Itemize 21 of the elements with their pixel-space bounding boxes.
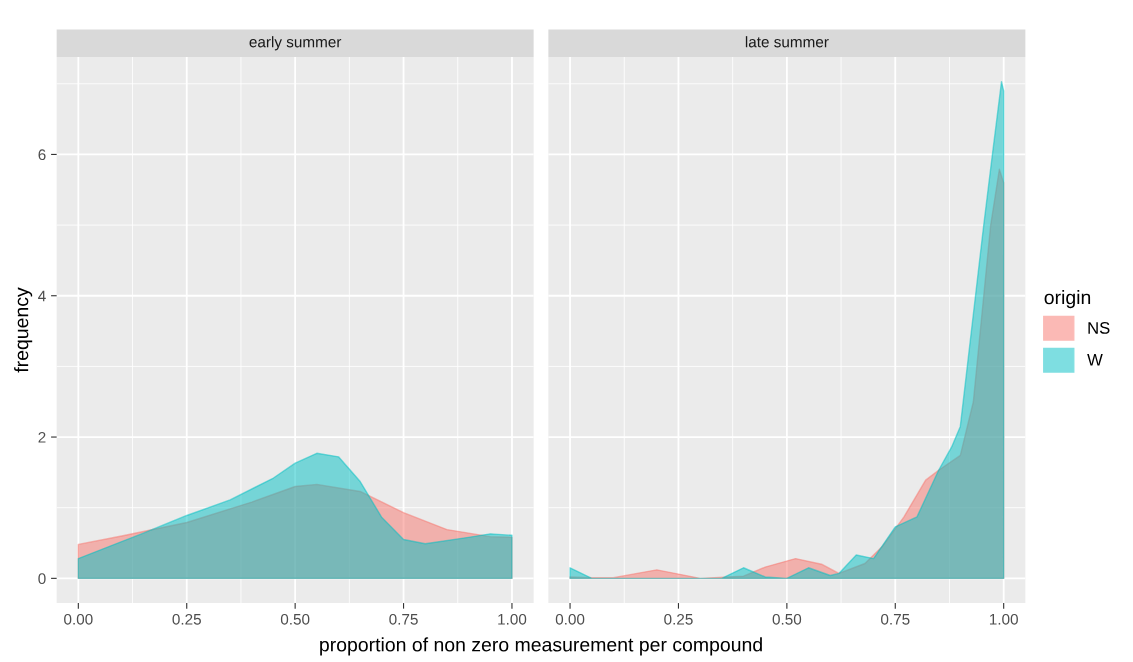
- y-tick-label: 0: [38, 573, 46, 585]
- x-tick-label: 0.25: [664, 613, 693, 625]
- legend-label: W: [1087, 354, 1103, 366]
- chart-title: late summer: [745, 36, 829, 48]
- y-tick-label: 2: [38, 431, 46, 443]
- x-tick-label: 0.75: [881, 613, 910, 625]
- x-tick-label: 0.00: [555, 613, 585, 625]
- x-tick-label: 0.25: [172, 613, 201, 625]
- legend-title: origin: [1044, 290, 1091, 309]
- y-axis-title: frequency: [14, 287, 33, 373]
- x-tick-label: 0.50: [280, 613, 310, 625]
- legend-label: NS: [1088, 322, 1110, 334]
- x-tick-label: 1.00: [989, 613, 1018, 625]
- y-tick-label: 4: [38, 290, 46, 302]
- x-tick-label: 0.75: [389, 613, 418, 625]
- chart-title: early summer: [249, 36, 342, 51]
- x-axis-title: proportion of non zero measurement per compound: [320, 637, 762, 656]
- x-tick-label: 1.00: [498, 613, 527, 625]
- y-tick-label: 6: [38, 149, 46, 161]
- x-tick-label: 0.50: [772, 613, 802, 625]
- x-tick-label: 0.00: [64, 613, 93, 625]
